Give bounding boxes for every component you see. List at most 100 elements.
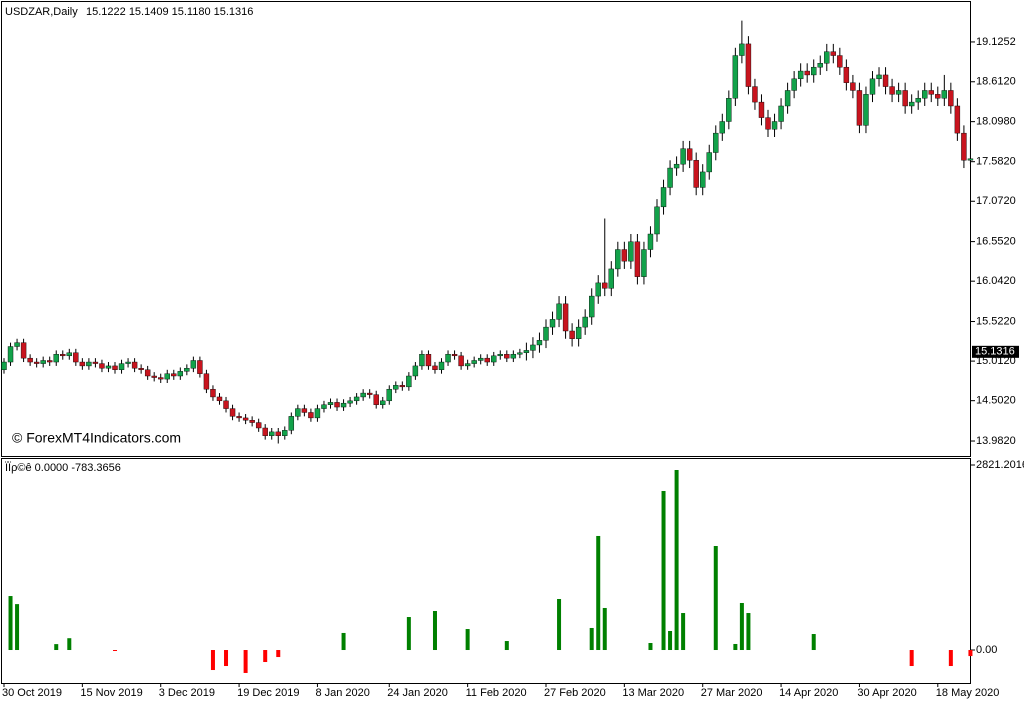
x-tick-label: 24 Jan 2020 — [387, 687, 448, 699]
candle-body — [941, 90, 948, 99]
candle-body — [582, 316, 588, 328]
candle-body — [504, 354, 510, 359]
candle-body — [314, 408, 321, 419]
candle-body — [197, 360, 203, 374]
candle-body — [295, 408, 301, 417]
candle-body — [726, 98, 732, 122]
candle-body — [229, 408, 236, 417]
candle-body — [654, 206, 660, 235]
histogram-bar — [465, 629, 470, 651]
candle-body — [60, 354, 66, 357]
candle-body — [184, 368, 190, 372]
candle-body — [301, 408, 308, 413]
histogram-bar — [113, 650, 118, 651]
candle-body — [347, 400, 353, 404]
candle-body — [824, 51, 830, 64]
candle-body — [27, 357, 33, 363]
histogram-bar — [589, 627, 594, 651]
candle-body — [700, 171, 706, 188]
candle-body — [536, 340, 543, 346]
candle-body — [863, 94, 869, 126]
histogram-bar — [648, 642, 653, 651]
candle-body — [556, 303, 562, 320]
candle-body — [732, 55, 739, 99]
candle-body — [477, 357, 484, 361]
histogram-bar — [661, 490, 666, 651]
candle-body — [739, 43, 745, 56]
candle-body — [40, 360, 46, 364]
candle-body — [86, 361, 92, 367]
histogram-bar — [739, 602, 744, 651]
candle-body — [634, 241, 641, 277]
candle-body — [171, 373, 177, 377]
candle-body — [491, 355, 497, 363]
candle-body — [791, 78, 797, 91]
candle-body — [543, 326, 549, 341]
candle-body — [837, 55, 843, 68]
candle-body — [438, 361, 445, 370]
candle-body — [915, 98, 921, 103]
candle-body — [7, 346, 14, 363]
candle-body — [784, 90, 791, 107]
candle-body — [902, 90, 908, 107]
indicator-pane — [1, 458, 971, 684]
histogram-bar — [8, 596, 13, 651]
histogram-bar — [263, 650, 268, 663]
candle-body — [719, 121, 725, 134]
x-tick-label: 19 Dec 2019 — [237, 687, 299, 699]
candle-body — [79, 361, 86, 367]
histogram-bar — [54, 644, 59, 651]
candle-body — [954, 105, 961, 134]
candle-body — [856, 90, 863, 126]
candle-body — [138, 368, 144, 370]
candle-body — [53, 354, 59, 363]
candle-body — [471, 360, 477, 364]
histogram-bar — [681, 613, 686, 651]
candle-body — [850, 82, 856, 91]
histogram-bar — [733, 643, 738, 651]
histogram-bar — [406, 617, 411, 651]
histogram-bar — [341, 632, 346, 651]
price-pane — [1, 1, 971, 457]
histogram-bar — [243, 650, 248, 673]
candle-body — [608, 268, 614, 289]
chart-title: USDZAR,Daily — [5, 6, 78, 18]
candle-body — [908, 101, 915, 107]
candle-body — [380, 400, 386, 405]
candle-body — [765, 117, 771, 130]
x-tick-label: 30 Oct 2019 — [2, 687, 62, 699]
x-tick-label: 27 Feb 2020 — [544, 687, 606, 699]
y-tick-label: 17.0720 — [976, 195, 1016, 207]
candle-body — [262, 427, 268, 436]
candle-body — [20, 342, 27, 359]
histogram-bar — [596, 535, 601, 651]
y-tick-label: 16.5520 — [976, 236, 1016, 248]
candle-body — [255, 422, 262, 429]
y-tick-label: 15.5220 — [976, 315, 1016, 327]
candle-body — [131, 361, 138, 369]
histogram-bar — [602, 607, 607, 651]
histogram-bar — [713, 546, 718, 651]
candle-body — [269, 431, 275, 436]
candle-body — [334, 402, 340, 408]
histogram-bar — [909, 650, 914, 667]
histogram-bar — [668, 630, 673, 651]
candle-body — [47, 360, 53, 363]
candle-body — [961, 132, 967, 161]
candle-body — [967, 158, 974, 161]
candle-body — [242, 417, 249, 421]
candle-body — [935, 94, 941, 99]
candle-body — [549, 319, 556, 328]
candle-body — [569, 330, 575, 339]
histogram-bar — [15, 604, 20, 651]
candle-body — [1, 361, 7, 370]
candle-body — [602, 282, 608, 289]
candle-body — [458, 355, 464, 367]
candle-body — [641, 249, 647, 277]
candle-body — [647, 233, 654, 250]
candle-body — [817, 63, 823, 68]
candle-body — [360, 392, 366, 398]
x-tick-label: 8 Jan 2020 — [315, 687, 369, 699]
candle-body — [308, 412, 314, 419]
